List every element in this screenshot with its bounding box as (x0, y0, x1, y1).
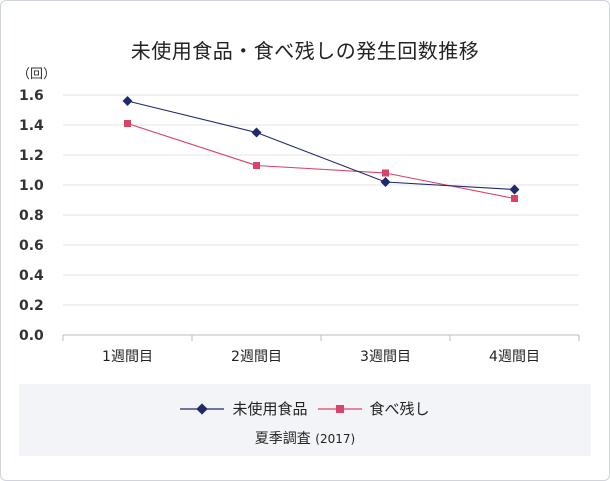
series-layer (122, 96, 520, 202)
y-tick-label: 0.0 (19, 328, 44, 344)
series-line (127, 100, 515, 191)
data-point (251, 127, 262, 138)
y-tick-label: 1.2 (19, 148, 44, 164)
data-point (511, 195, 518, 202)
data-point (122, 96, 133, 106)
y-axis-unit: （回） (17, 67, 57, 82)
data-point (380, 177, 391, 187)
legend: 未使用食品 食べ残し (19, 398, 591, 419)
legend-label-unused: 未使用食品 (232, 400, 308, 418)
survey-source: 夏季調査 (2017) (19, 428, 591, 448)
legend-marker-square-icon (317, 404, 362, 413)
chart-title: 未使用食品・食べ残しの発生回数推移 (130, 39, 480, 63)
data-point (509, 184, 520, 195)
series-line (127, 122, 515, 200)
y-tick-label: 0.2 (19, 298, 44, 314)
legend-marker-diamond-icon (180, 402, 225, 415)
x-tick-label: 3週間目 (360, 349, 411, 365)
legend-box: 未使用食品 食べ残し 夏季調査 (2017) (19, 384, 591, 456)
y-tick-label: 0.8 (19, 208, 44, 224)
y-tick-labels: 0.0 0.2 0.4 0.6 0.8 1.0 1.2 1.4 1.6 (19, 88, 44, 344)
x-tick-label: 2週間目 (231, 349, 282, 365)
y-tick-label: 1.0 (19, 178, 44, 194)
x-tick-label: 4週間目 (489, 349, 540, 365)
y-tick-label: 1.6 (19, 88, 44, 104)
y-tick-label: 0.6 (19, 238, 44, 254)
data-point (124, 120, 131, 127)
x-tick-label: 1週間目 (102, 349, 153, 365)
survey-label: 夏季調査 (254, 431, 311, 447)
x-tick-labels: 1週間目 2週間目 3週間目 4週間目 (102, 349, 540, 365)
y-tick-label: 1.4 (19, 118, 44, 134)
legend-item-leftover: 食べ残し (317, 398, 430, 419)
data-point (382, 169, 389, 177)
y-tick-label: 0.4 (19, 268, 44, 284)
data-point (253, 162, 260, 169)
plot-area: 0.0 0.2 0.4 0.6 0.8 1.0 1.2 1.4 1.6 1週間目 2週間目 3週間目… (19, 88, 580, 365)
survey-year: (2017) (315, 432, 356, 446)
gridlines (62, 94, 580, 341)
legend-label-leftover: 食べ残し (369, 400, 430, 418)
legend-item-unused: 未使用食品 (180, 398, 308, 419)
